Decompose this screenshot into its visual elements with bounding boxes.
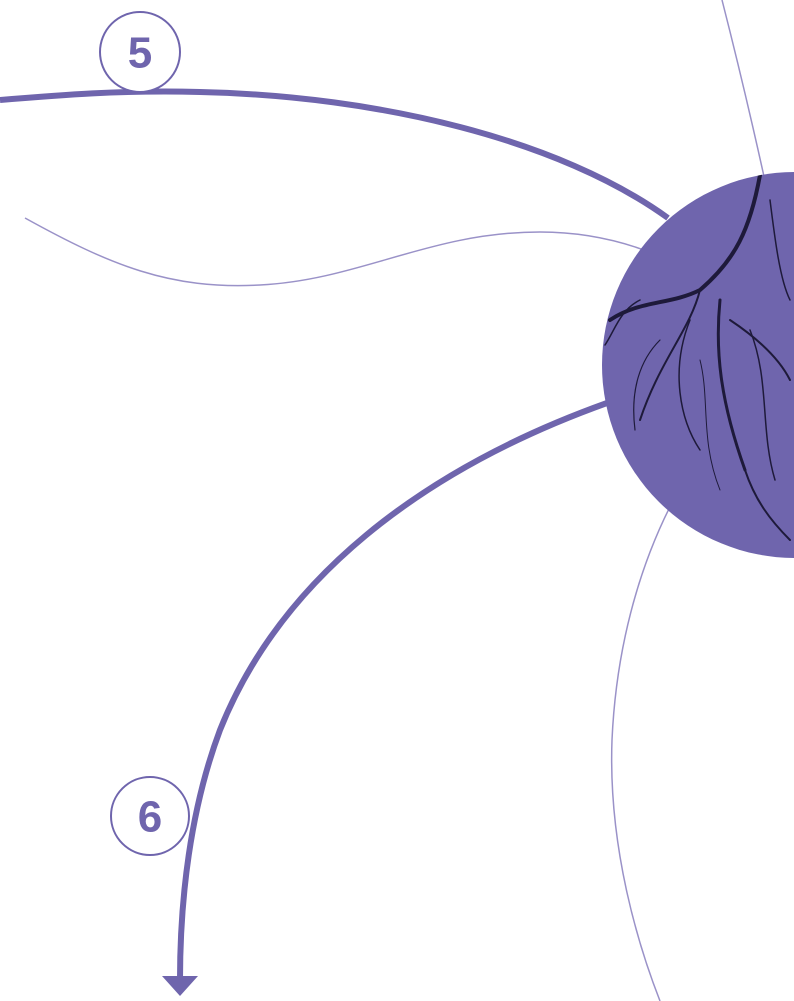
thick-curve <box>0 88 670 221</box>
root-texture <box>604 173 791 541</box>
marker-circle <box>110 776 190 856</box>
thick-curve <box>177 400 609 981</box>
marker-label: 6 <box>138 793 162 842</box>
root-image <box>602 172 794 558</box>
arrow-head <box>162 976 198 996</box>
marker-label: 5 <box>128 29 152 78</box>
marker-circle <box>99 11 181 93</box>
